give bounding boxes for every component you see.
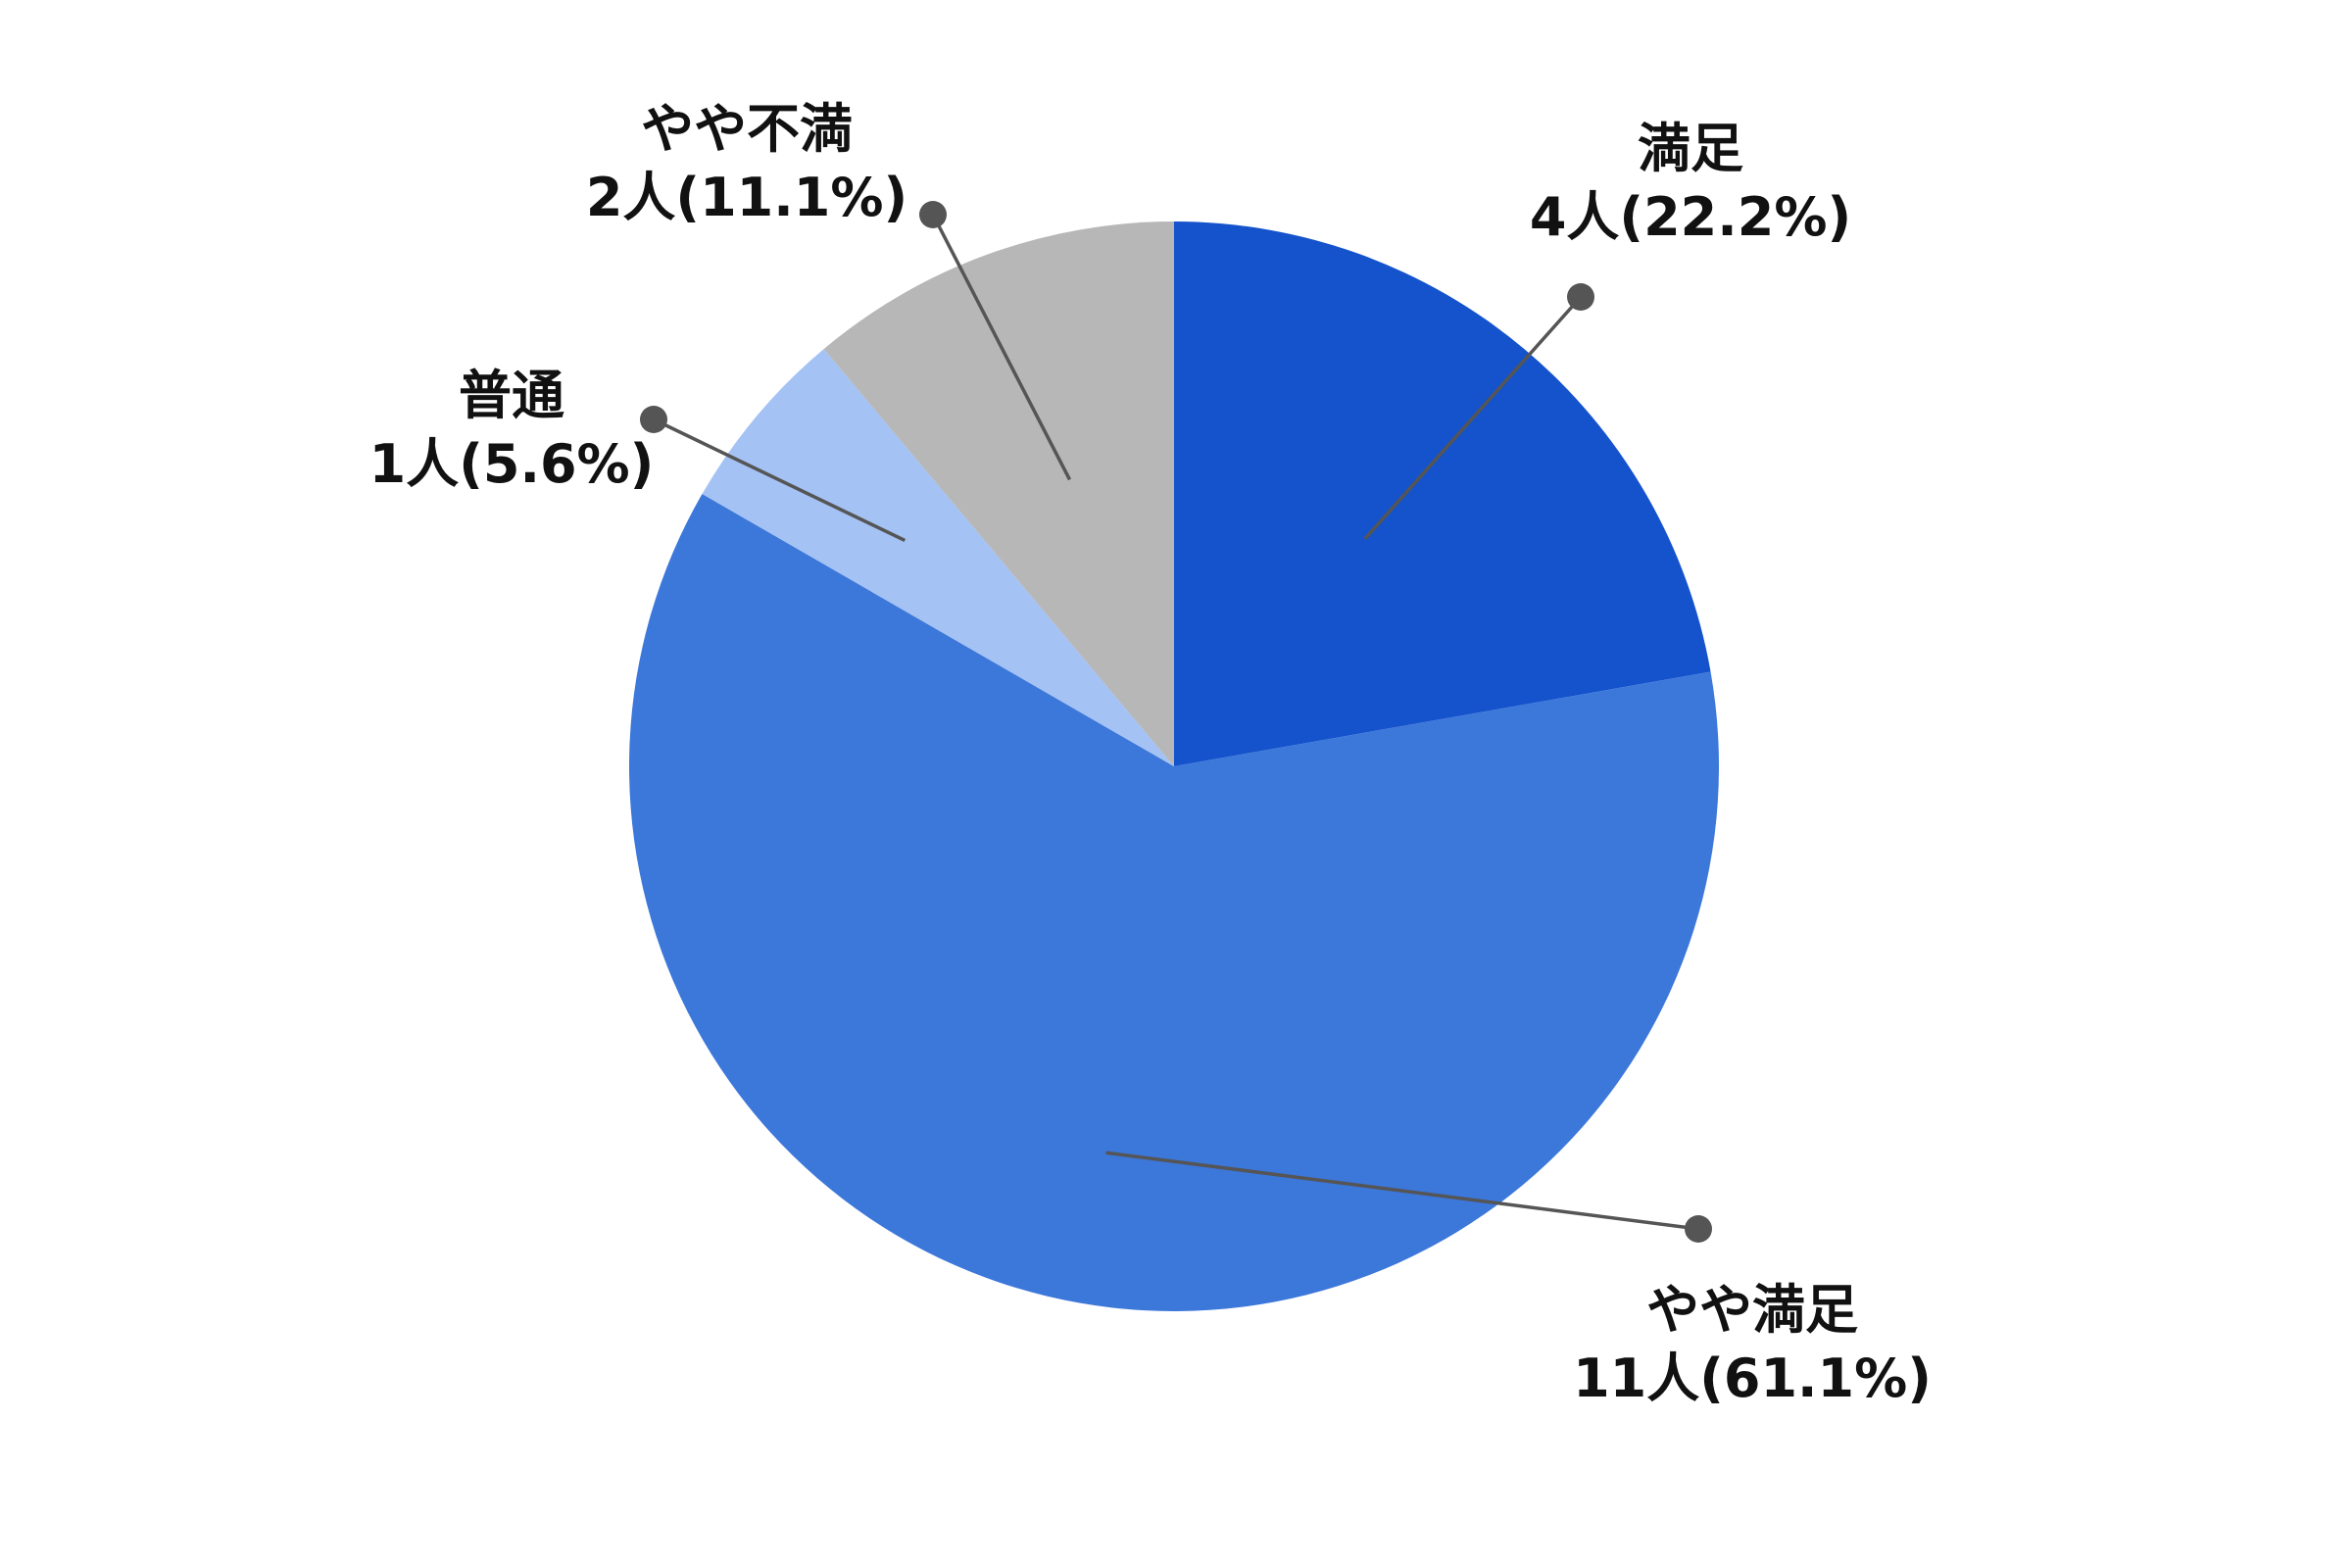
labels-layer: 満足 4人(22.2%) やや満足 11人(61.1%) 普通 1人(5.6%) やや不満 2… [369,98,1932,1409]
pie-slice-somewhat-satisfied [629,494,1720,1311]
slice-value-label-somewhat-satisfied: 11人(61.1%) [1573,1348,1932,1409]
slice-label-somewhat-dissatisfied: やや不満 [641,98,853,160]
slice-label-neutral: 普通 [459,365,564,426]
leader-line-neutral [653,417,906,543]
leader-dot-somewhat-satisfied [1685,1215,1712,1243]
leader-dot-satisfied [1567,283,1594,311]
slices-layer [629,221,1720,1311]
leader-line-somewhat-satisfied [1105,1151,1699,1231]
pie-slice-neutral [702,349,1174,766]
leader-dot-neutral [640,406,667,433]
slice-value-label-satisfied: 4人(22.2%) [1530,186,1851,248]
pie-slice-somewhat-dissatisfied [823,221,1174,766]
slice-value-label-somewhat-dissatisfied: 2人(11.1%) [586,167,907,228]
leader-line-somewhat-dissatisfied [931,214,1072,481]
leader-line-satisfied [1363,295,1583,541]
pie-slice-satisfied [1174,221,1711,766]
slice-label-satisfied: 満足 [1638,118,1743,179]
slice-value-label-neutral: 1人(5.6%) [369,433,655,495]
leaders-layer [640,201,1712,1243]
slice-label-somewhat-satisfied: やや満足 [1646,1279,1858,1341]
leader-dot-somewhat-dissatisfied [919,201,947,228]
